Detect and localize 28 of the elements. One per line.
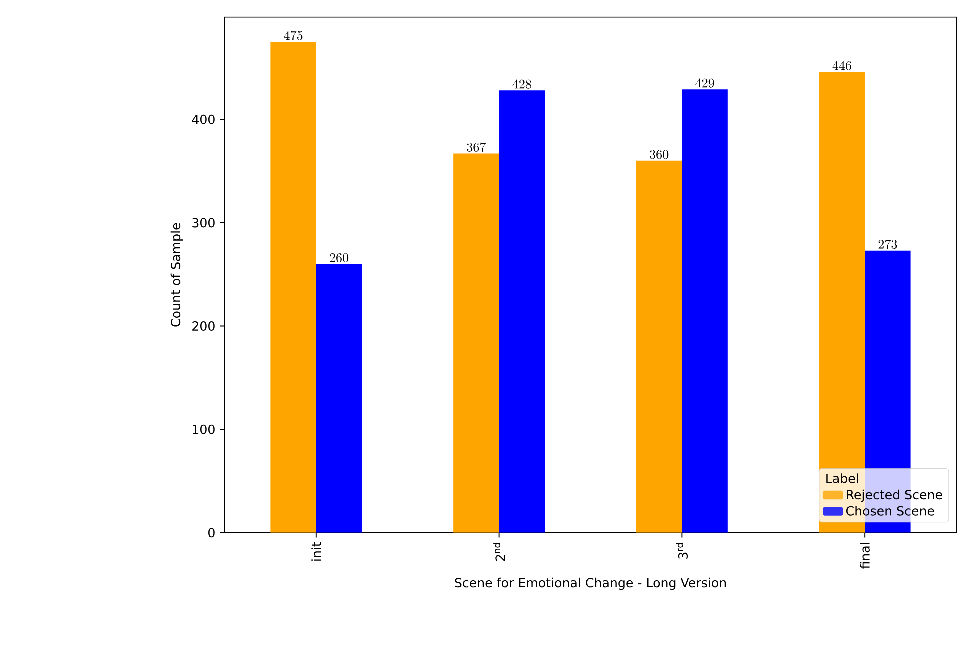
legend-label: Chosen Scene [846,506,934,516]
data-label: 273 [878,240,898,250]
data-label: 360 [650,150,669,160]
y-tick-label: 400 [192,114,215,125]
y-tick-label: 0 [208,528,215,538]
data-label: 367 [467,142,486,152]
y-axis-title: Count of Sample [170,224,184,327]
data-label: 429 [696,78,714,88]
legend-label: Rejected Scene [847,490,942,502]
data-label: 446 [832,61,852,70]
x-tick-label: final [860,543,870,570]
data-label: 428 [512,80,532,90]
y-tick-label: 200 [192,322,215,332]
bar [499,90,546,534]
x-tick-label: 3$^{rd}$ [676,544,688,560]
bar [454,154,500,534]
legend-title: Label [826,474,858,484]
x-tick-label: init [312,542,322,562]
y-tick-label: 300 [192,218,215,228]
bar [316,264,362,534]
bar [682,90,728,534]
bar [636,161,682,534]
x-axis-title: Scene for Emotional Change - Long Version [455,578,726,590]
x-tick-label: 2$^{nd}$ [494,544,506,562]
data-label: 475 [284,31,303,40]
bar [270,42,316,534]
y-tick-label: 100 [193,424,215,435]
data-label: 260 [330,254,349,263]
